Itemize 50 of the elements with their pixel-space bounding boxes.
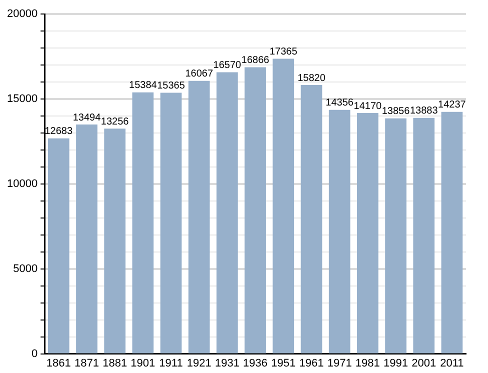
- bar: [441, 112, 463, 354]
- bar: [216, 72, 238, 354]
- data-label: 15365: [157, 80, 186, 92]
- x-tick-label: 1861: [46, 357, 71, 370]
- bar: [356, 113, 378, 354]
- x-tick-label: 1951: [271, 357, 296, 370]
- bar: [48, 138, 70, 354]
- data-label: 13856: [382, 106, 410, 118]
- x-tick-label: 1991: [384, 357, 408, 370]
- x-tick-label: 2011: [440, 357, 464, 370]
- bar: [272, 58, 294, 354]
- y-tick-label: 5000: [13, 262, 38, 275]
- data-label: 14237: [438, 100, 466, 111]
- bar: [104, 128, 126, 354]
- data-label: 16067: [185, 68, 214, 80]
- data-label: 13883: [410, 106, 438, 117]
- data-label: 14170: [354, 100, 382, 112]
- x-tick-label: 1921: [186, 357, 212, 370]
- data-label: 13256: [100, 116, 130, 128]
- bar: [132, 92, 154, 354]
- data-label: 16866: [241, 54, 270, 66]
- x-tick-label: 1901: [130, 357, 156, 370]
- y-tick-label: 0: [31, 348, 38, 360]
- data-label: 12683: [44, 126, 73, 138]
- bar: [188, 80, 210, 354]
- bar: [300, 85, 322, 354]
- x-tick-label: 1936: [243, 357, 268, 370]
- x-tick-label: 1961: [299, 357, 324, 370]
- data-label: 15820: [298, 72, 326, 84]
- x-tick-label: 1931: [214, 357, 240, 370]
- x-tick-label: 1981: [355, 357, 380, 370]
- x-tick-label: 1911: [159, 357, 183, 370]
- y-tick-label: 15000: [6, 92, 38, 105]
- x-tick-label: 1881: [102, 357, 128, 370]
- bar: [328, 110, 350, 354]
- bar: [413, 118, 435, 354]
- data-label: 14356: [326, 98, 354, 109]
- data-label: 17365: [269, 46, 298, 58]
- bar: [160, 92, 182, 354]
- bar: [76, 124, 98, 354]
- x-tick-label: 1971: [327, 357, 352, 370]
- bar: [244, 67, 266, 354]
- y-tick-label: 10000: [6, 178, 38, 190]
- data-label: 15384: [129, 80, 158, 92]
- data-label: 16570: [213, 60, 242, 72]
- x-tick-label: 1871: [74, 357, 99, 370]
- y-tick-label: 20000: [6, 8, 38, 20]
- data-label: 13494: [72, 112, 102, 124]
- x-tick-label: 2001: [412, 357, 436, 370]
- bar: [385, 118, 406, 354]
